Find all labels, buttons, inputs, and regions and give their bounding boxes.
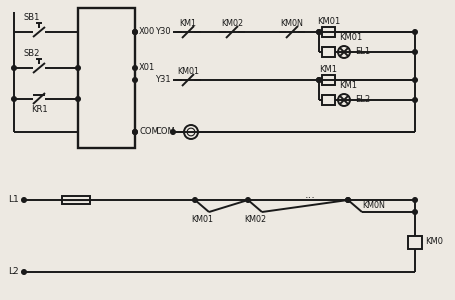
Text: Y30: Y30 bbox=[155, 28, 171, 37]
Circle shape bbox=[413, 98, 417, 102]
Circle shape bbox=[346, 198, 350, 202]
Circle shape bbox=[413, 30, 417, 34]
Circle shape bbox=[317, 30, 321, 34]
Text: KM01: KM01 bbox=[339, 32, 362, 41]
Circle shape bbox=[133, 30, 137, 34]
Text: KM1: KM1 bbox=[180, 19, 197, 28]
Text: KM0N: KM0N bbox=[281, 19, 303, 28]
Bar bbox=[322, 95, 335, 105]
Circle shape bbox=[317, 78, 321, 82]
Text: ...: ... bbox=[304, 190, 315, 200]
Circle shape bbox=[133, 130, 137, 134]
Text: COM: COM bbox=[139, 128, 159, 136]
Circle shape bbox=[193, 198, 197, 202]
Text: X00: X00 bbox=[139, 28, 155, 37]
Text: SB2: SB2 bbox=[23, 50, 40, 58]
Text: EL1: EL1 bbox=[355, 47, 370, 56]
Text: X01: X01 bbox=[139, 64, 155, 73]
Text: KM1: KM1 bbox=[339, 80, 357, 89]
Text: SB1: SB1 bbox=[23, 14, 40, 22]
Text: KM0N: KM0N bbox=[362, 200, 385, 209]
Text: Y31: Y31 bbox=[155, 76, 171, 85]
Bar bbox=[62, 196, 90, 204]
Circle shape bbox=[413, 210, 417, 214]
Circle shape bbox=[413, 78, 417, 82]
Bar bbox=[322, 27, 335, 37]
Bar bbox=[322, 47, 335, 57]
Text: KM02: KM02 bbox=[244, 214, 266, 224]
Text: EL2: EL2 bbox=[355, 95, 370, 104]
Circle shape bbox=[246, 198, 250, 202]
Circle shape bbox=[346, 198, 350, 202]
Circle shape bbox=[133, 66, 137, 70]
Bar bbox=[78, 8, 135, 148]
Bar bbox=[408, 236, 422, 248]
Circle shape bbox=[133, 130, 137, 134]
Circle shape bbox=[12, 66, 16, 70]
Circle shape bbox=[171, 130, 175, 134]
Text: KM1: KM1 bbox=[319, 65, 338, 74]
Circle shape bbox=[76, 66, 80, 70]
Text: KM01: KM01 bbox=[191, 214, 213, 224]
Circle shape bbox=[22, 270, 26, 274]
Text: L1: L1 bbox=[8, 196, 19, 205]
Circle shape bbox=[413, 50, 417, 54]
Circle shape bbox=[133, 78, 137, 82]
Bar bbox=[322, 75, 335, 85]
Text: KM02: KM02 bbox=[221, 19, 243, 28]
Circle shape bbox=[317, 78, 321, 82]
Text: KM0: KM0 bbox=[425, 238, 443, 247]
Text: COM: COM bbox=[155, 128, 175, 136]
Circle shape bbox=[133, 30, 137, 34]
Text: KM01: KM01 bbox=[177, 67, 199, 76]
Circle shape bbox=[22, 198, 26, 202]
Circle shape bbox=[12, 97, 16, 101]
Text: KR1: KR1 bbox=[30, 104, 47, 113]
Circle shape bbox=[413, 198, 417, 202]
Circle shape bbox=[317, 30, 321, 34]
Text: L2: L2 bbox=[8, 268, 19, 277]
Text: KM01: KM01 bbox=[317, 17, 340, 26]
Circle shape bbox=[76, 97, 80, 101]
